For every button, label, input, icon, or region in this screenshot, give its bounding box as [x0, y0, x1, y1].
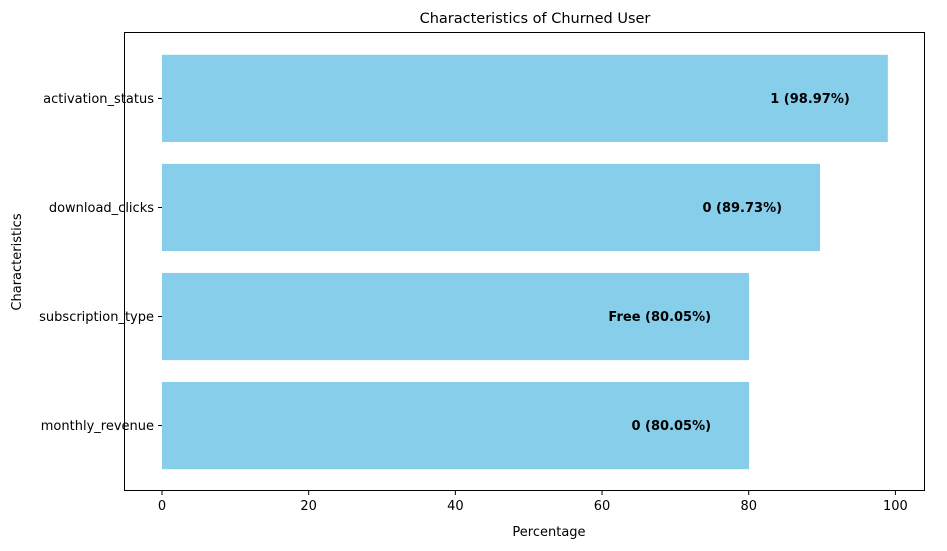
x-tick-label: 40 [447, 499, 464, 514]
x-axis-ticks: 0 20 40 60 80 100 [158, 491, 908, 514]
bar-value-label: 0 (80.05%) [631, 419, 711, 434]
bar-subscription_type [162, 272, 750, 361]
bars-layer [162, 54, 888, 470]
y-axis-ticks: monthly_revenue subscription_type download… [39, 92, 162, 434]
bar-labels-layer: 0 (80.05%) Free (80.05%) 0 (89.73%) 1 (98.9… [608, 92, 849, 434]
bar-value-label: 0 (89.73%) [702, 201, 782, 216]
y-axis-label: Characteristics [10, 213, 25, 310]
plot-area-frame [124, 32, 925, 491]
x-tick-label: 100 [883, 499, 908, 514]
bar-monthly_revenue [162, 381, 750, 470]
chart-title: Characteristics of Churned User [420, 11, 651, 27]
y-tick-label: monthly_revenue [41, 419, 154, 434]
bar-value-label: 1 (98.97%) [770, 92, 850, 107]
bar-activation_status [162, 54, 888, 143]
bar-value-label: Free (80.05%) [608, 310, 711, 325]
y-tick-label: download_clicks [49, 201, 154, 216]
bar-download_clicks [162, 163, 821, 252]
x-tick-label: 80 [740, 499, 757, 514]
y-tick-label: subscription_type [39, 310, 154, 325]
y-tick-label: activation_status [43, 92, 154, 107]
x-axis-label: Percentage [512, 525, 585, 540]
x-tick-label: 20 [300, 499, 317, 514]
x-tick-label: 60 [594, 499, 611, 514]
x-tick-label: 0 [158, 499, 166, 514]
